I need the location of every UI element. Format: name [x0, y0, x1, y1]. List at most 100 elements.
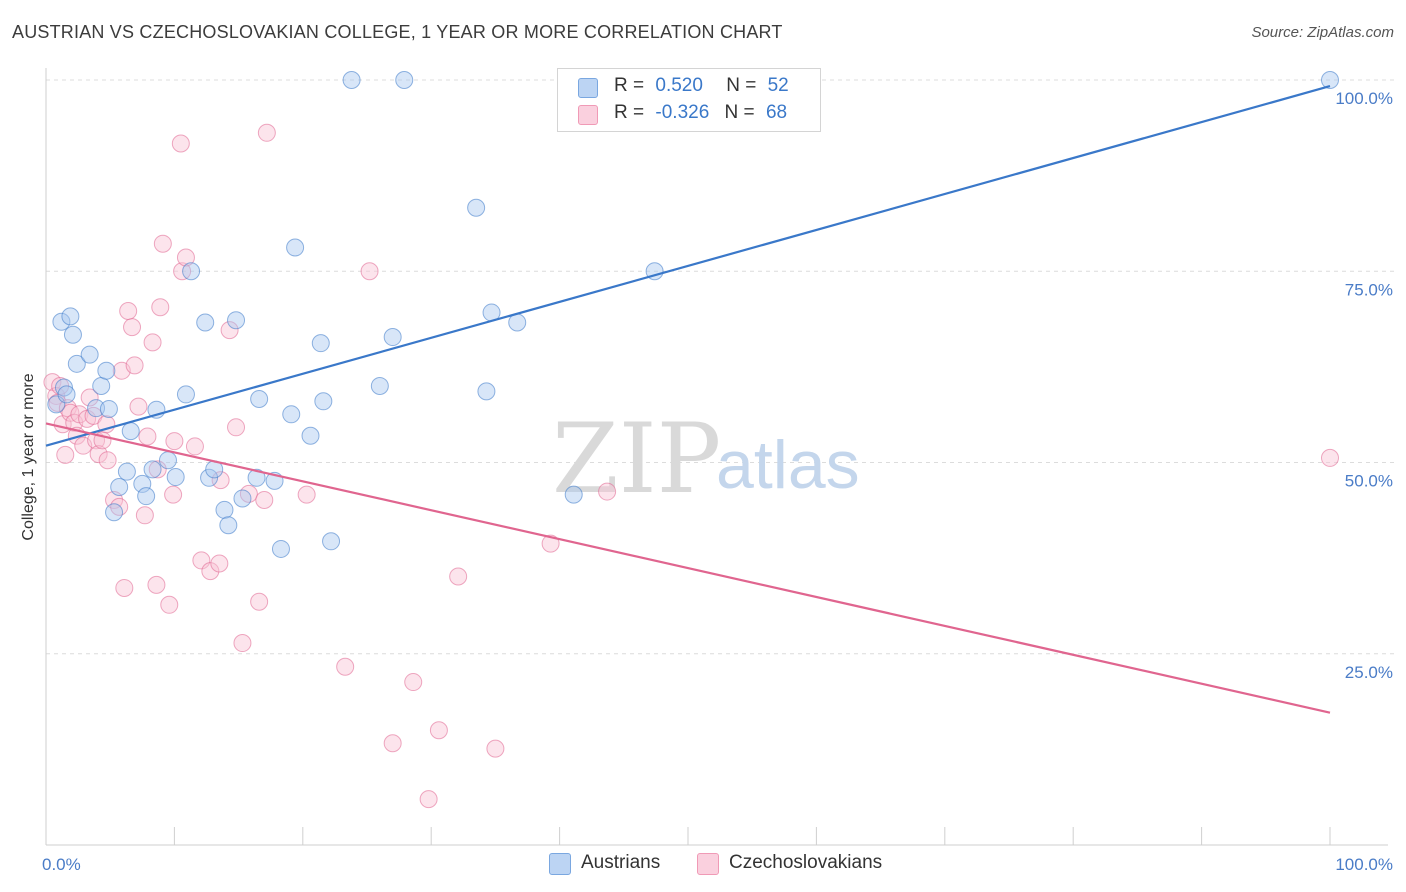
- data-point: [110, 497, 129, 516]
- data-point: [133, 474, 152, 493]
- gridlines: [46, 79, 1395, 655]
- data-point: [250, 390, 269, 409]
- legend-swatch-czechoslovakians: [578, 105, 598, 125]
- data-point: [404, 673, 423, 692]
- data-point: [143, 333, 162, 352]
- data-point: [165, 432, 184, 451]
- data-point: [1321, 71, 1339, 89]
- data-point: [135, 506, 154, 525]
- data-point: [97, 361, 116, 380]
- data-point: [110, 477, 129, 496]
- x-tick-label: 100.0%: [1335, 855, 1393, 874]
- data-point: [286, 238, 305, 257]
- data-point: [247, 468, 266, 487]
- data-point: [201, 562, 220, 581]
- data-point: [227, 418, 246, 437]
- correlation-legend: R = 0.520 N = 52 R = -0.326 N = 68: [557, 68, 821, 132]
- data-point: [147, 575, 166, 594]
- data-point: [200, 468, 219, 487]
- data-point: [105, 503, 124, 522]
- data-point: [477, 382, 496, 401]
- data-point: [297, 485, 316, 504]
- watermark-atlas: atlas: [716, 427, 860, 503]
- data-point: [1321, 448, 1339, 467]
- data-point: [171, 134, 190, 153]
- data-point: [239, 484, 258, 503]
- data-point: [215, 500, 234, 519]
- legend-r-label: R =: [614, 102, 645, 123]
- data-point: [429, 721, 448, 740]
- data-point: [117, 462, 136, 481]
- data-point: [322, 532, 341, 551]
- legend-n-value-austrians: 52: [767, 75, 789, 96]
- watermark: ZIP atlas: [552, 403, 860, 515]
- data-point: [233, 634, 252, 653]
- legend-n-label: N =: [726, 75, 757, 96]
- data-point: [541, 534, 560, 553]
- trend-lines: [45, 85, 1331, 714]
- chart-title: AUSTRIAN VS CZECHOSLOVAKIAN COLLEGE, 1 Y…: [12, 22, 783, 42]
- data-point: [67, 354, 86, 373]
- data-point: [486, 739, 505, 758]
- data-point: [151, 298, 170, 317]
- data-point: [63, 325, 82, 344]
- data-point: [89, 445, 108, 464]
- data-point: [176, 385, 195, 404]
- data-point: [121, 422, 140, 441]
- data-point: [99, 399, 118, 418]
- data-point: [196, 313, 215, 332]
- bottom-legend-swatch-czechoslovakians: [697, 853, 719, 875]
- data-point: [301, 426, 320, 445]
- data-point: [148, 460, 167, 479]
- data-point: [92, 377, 111, 395]
- data-point: [598, 482, 617, 501]
- legend-n-label: N =: [724, 102, 755, 123]
- data-point: [153, 234, 172, 253]
- data-point: [61, 307, 80, 326]
- data-point: [336, 657, 355, 676]
- data-point: [342, 71, 361, 89]
- data-point: [255, 490, 274, 509]
- data-point: [257, 123, 276, 142]
- data-point: [87, 399, 106, 418]
- source-label: Source: ZipAtlas.com: [1251, 24, 1394, 41]
- x-tick-label: 0.0%: [42, 855, 81, 874]
- y-axis-label: College, 1 year or more: [20, 373, 37, 540]
- data-point: [80, 388, 99, 407]
- data-point: [250, 592, 269, 611]
- data-point: [419, 790, 438, 809]
- bottom-legend-label-austrians: Austrians: [581, 852, 661, 873]
- data-point: [123, 318, 142, 337]
- tick-labels: 100.0% 75.0% 50.0% 25.0% 0.0% 100.0%: [42, 89, 1393, 874]
- data-point: [564, 485, 583, 504]
- data-point: [164, 485, 183, 504]
- data-point: [360, 262, 379, 281]
- y-tick-label: 100.0%: [1335, 89, 1393, 108]
- data-point: [395, 71, 414, 89]
- y-tick-label: 75.0%: [1345, 280, 1393, 299]
- data-point: [160, 595, 179, 614]
- data-point: [508, 313, 527, 332]
- data-point: [271, 539, 290, 558]
- data-point: [383, 328, 402, 347]
- legend-r-label: R =: [614, 75, 645, 96]
- data-point: [61, 403, 80, 422]
- data-point: [233, 489, 252, 508]
- data-point: [137, 487, 156, 506]
- data-point: [211, 471, 230, 490]
- data-point: [227, 311, 246, 330]
- data-point: [129, 397, 148, 416]
- legend-n-value-czechoslovakians: 68: [765, 102, 788, 123]
- trend-line-czechoslovakians: [45, 422, 1331, 714]
- y-tick-label: 50.0%: [1345, 472, 1393, 491]
- data-point: [219, 516, 238, 535]
- data-point: [210, 554, 229, 573]
- data-point: [220, 321, 239, 340]
- data-point: [115, 578, 134, 597]
- y-tick-label: 25.0%: [1345, 663, 1393, 682]
- data-point: [282, 405, 301, 424]
- data-point: [138, 427, 157, 446]
- data-point: [143, 460, 162, 479]
- watermark-zip: ZIP: [552, 403, 721, 515]
- data-point: [98, 451, 117, 470]
